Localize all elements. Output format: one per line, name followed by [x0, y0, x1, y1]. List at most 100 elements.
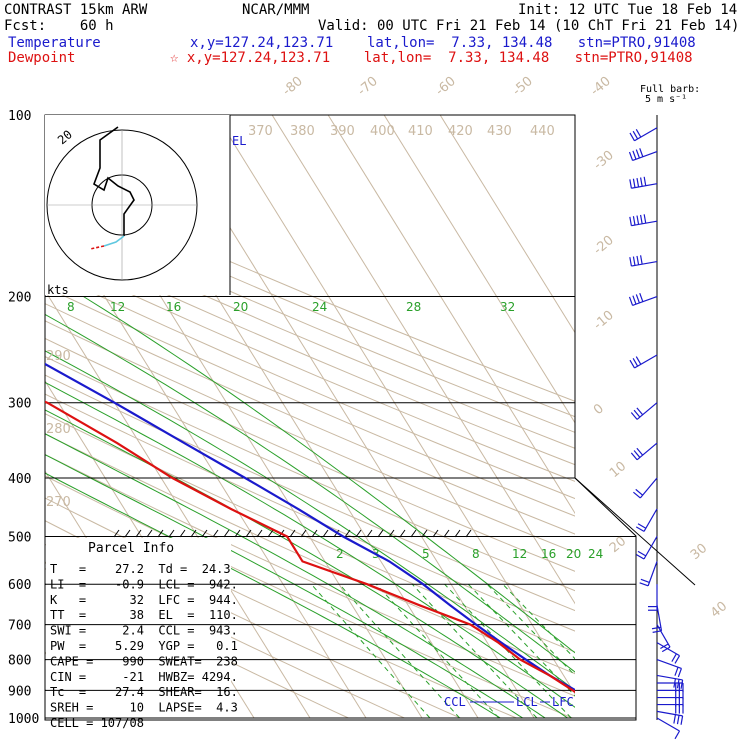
mixing-ratio-label: 5: [422, 547, 430, 561]
hatch-mark: [454, 529, 461, 538]
pressure-label: 600: [8, 578, 31, 593]
theta-label: 380: [290, 124, 315, 139]
hatch-mark: [322, 529, 329, 538]
org-label: NCAR/MMM: [242, 2, 310, 18]
pressure-label: 700: [8, 619, 31, 634]
theta-label: 400: [370, 124, 395, 139]
theta-label: 370: [248, 124, 273, 139]
wind-barb: [656, 717, 681, 740]
dry-adiabat-line: [45, 303, 575, 535]
hodograph-trace-low: [89, 245, 105, 250]
mixing-ratio-line: [502, 583, 575, 660]
hatch-mark: [421, 529, 428, 538]
wind-barb: [656, 674, 684, 689]
hatch-mark: [344, 529, 351, 538]
isotherm-line: [45, 289, 311, 719]
parcel-info-row: CELL = 107/08: [50, 716, 144, 730]
wind-barb: [629, 214, 658, 227]
mixing-ratio-label: 8: [472, 547, 480, 561]
theta-label: 270: [46, 495, 71, 510]
mixing-ratio-label: 20: [566, 547, 581, 561]
wind-barb: [628, 293, 658, 306]
wind-barb: [656, 710, 684, 725]
theta-label: 430: [487, 124, 512, 139]
isotherm-label: -70: [355, 74, 381, 99]
parcel-info-row: SREH = 10 LAPSE= 4.3: [50, 701, 238, 715]
mixing-ratio-label: 24: [588, 547, 603, 561]
dry-adiabat-line: [45, 207, 575, 433]
frame-diagonal: [574, 477, 696, 586]
hatch-mark: [256, 529, 263, 538]
parcel-info-row: Tc = 27.4 SHEAR= 16.: [50, 685, 238, 699]
parcel-info-row: SWI = 2.4 CCL = 943.: [50, 624, 238, 638]
valid-time: Valid: 00 UTC Fri 21 Feb 14 (10 ChT Fri …: [318, 18, 740, 34]
wind-barb: [633, 477, 658, 499]
dry-adiabat-line: [45, 356, 575, 592]
pressure-label: 100: [8, 109, 31, 124]
plot-frame: [44, 114, 637, 721]
mixing-ratio-line: [444, 583, 572, 719]
isotherm-label: -80: [280, 74, 306, 99]
isotherm-line: [215, 115, 575, 695]
hatch-mark: [355, 529, 362, 538]
mixing-ratio-label: 28: [406, 300, 421, 314]
wind-barb: [656, 658, 682, 678]
mixing-ratio-label: 12: [110, 300, 125, 314]
init-time: Init: 12 UTC Tue 18 Feb 14: [518, 2, 738, 18]
parcel-info-row: PW = 5.29 YGP = 0.1: [50, 639, 238, 653]
wind-barb: [651, 605, 663, 633]
dry-adiabat-line: [45, 568, 349, 719]
hodograph-units: kts: [47, 283, 69, 297]
isotherm-label: -10: [591, 308, 617, 333]
barb-title: Full barb:: [640, 84, 701, 95]
isotherm-line: [439, 115, 575, 334]
isotherm-label: 10: [607, 459, 629, 481]
dry-adiabat-line: [45, 413, 575, 653]
theta-label: 390: [330, 124, 355, 139]
hatch-mark: [135, 529, 142, 538]
mixing-ratio-label: 12: [512, 547, 527, 561]
theta-label: 440: [530, 124, 555, 139]
pressure-label: 500: [8, 530, 31, 545]
wind-barb: [629, 354, 658, 369]
dry-adiabat-line: [45, 178, 575, 402]
wind-barb: [628, 148, 658, 162]
forecast-hour: Fcst: 60 h: [4, 18, 114, 34]
hatch-mark: [179, 529, 186, 538]
wind-barb: [635, 536, 658, 560]
hatch-mark: [157, 529, 164, 538]
dewpoint-legend: Dewpoint: [8, 50, 76, 66]
pressure-label: 300: [8, 397, 31, 412]
hatch-mark: [113, 529, 120, 538]
dewpoint-trace: [45, 400, 575, 694]
wind-barb: [629, 176, 658, 189]
hatch-mark: [465, 529, 472, 538]
mixing-ratio-label: 20: [233, 300, 248, 314]
dry-adiabat-line: [45, 393, 575, 632]
dry-adiabat-line: [45, 337, 575, 572]
wind-barb: [630, 442, 658, 461]
hatch-mark: [190, 529, 197, 538]
hatch-mark: [399, 529, 406, 538]
isotherm-label: -50: [510, 74, 536, 99]
isotherm-label: -60: [433, 74, 459, 99]
theta-label: 280: [46, 422, 71, 437]
parcel-info-title: Parcel Info: [88, 541, 174, 556]
parcel-info-row: T = 27.2 Td = 24.3: [50, 562, 231, 576]
dry-adiabat-line: [45, 269, 575, 500]
hatch-mark: [124, 529, 131, 538]
dry-adiabat-line: [45, 320, 575, 553]
mixing-ratio-label: 24: [312, 300, 327, 314]
temperature-location: x,y=127.24,123.71 lat,lon= 7.33, 134.48 …: [190, 35, 696, 51]
mixing-ratio-label: 2: [336, 547, 344, 561]
hatch-mark: [267, 529, 274, 538]
mixing-ratio-line: [376, 583, 500, 719]
parcel-info-panel: [46, 538, 231, 718]
hatch-mark: [212, 529, 219, 538]
hatch-mark: [201, 529, 208, 538]
parcel-info-row: CIN = -21 HWBZ= 4294.: [50, 670, 238, 684]
hodograph-trace-upper: [93, 126, 135, 236]
parcel-info-row: CAPE = 990 SWEAT= 238: [50, 654, 238, 668]
wind-barb: [629, 255, 658, 267]
